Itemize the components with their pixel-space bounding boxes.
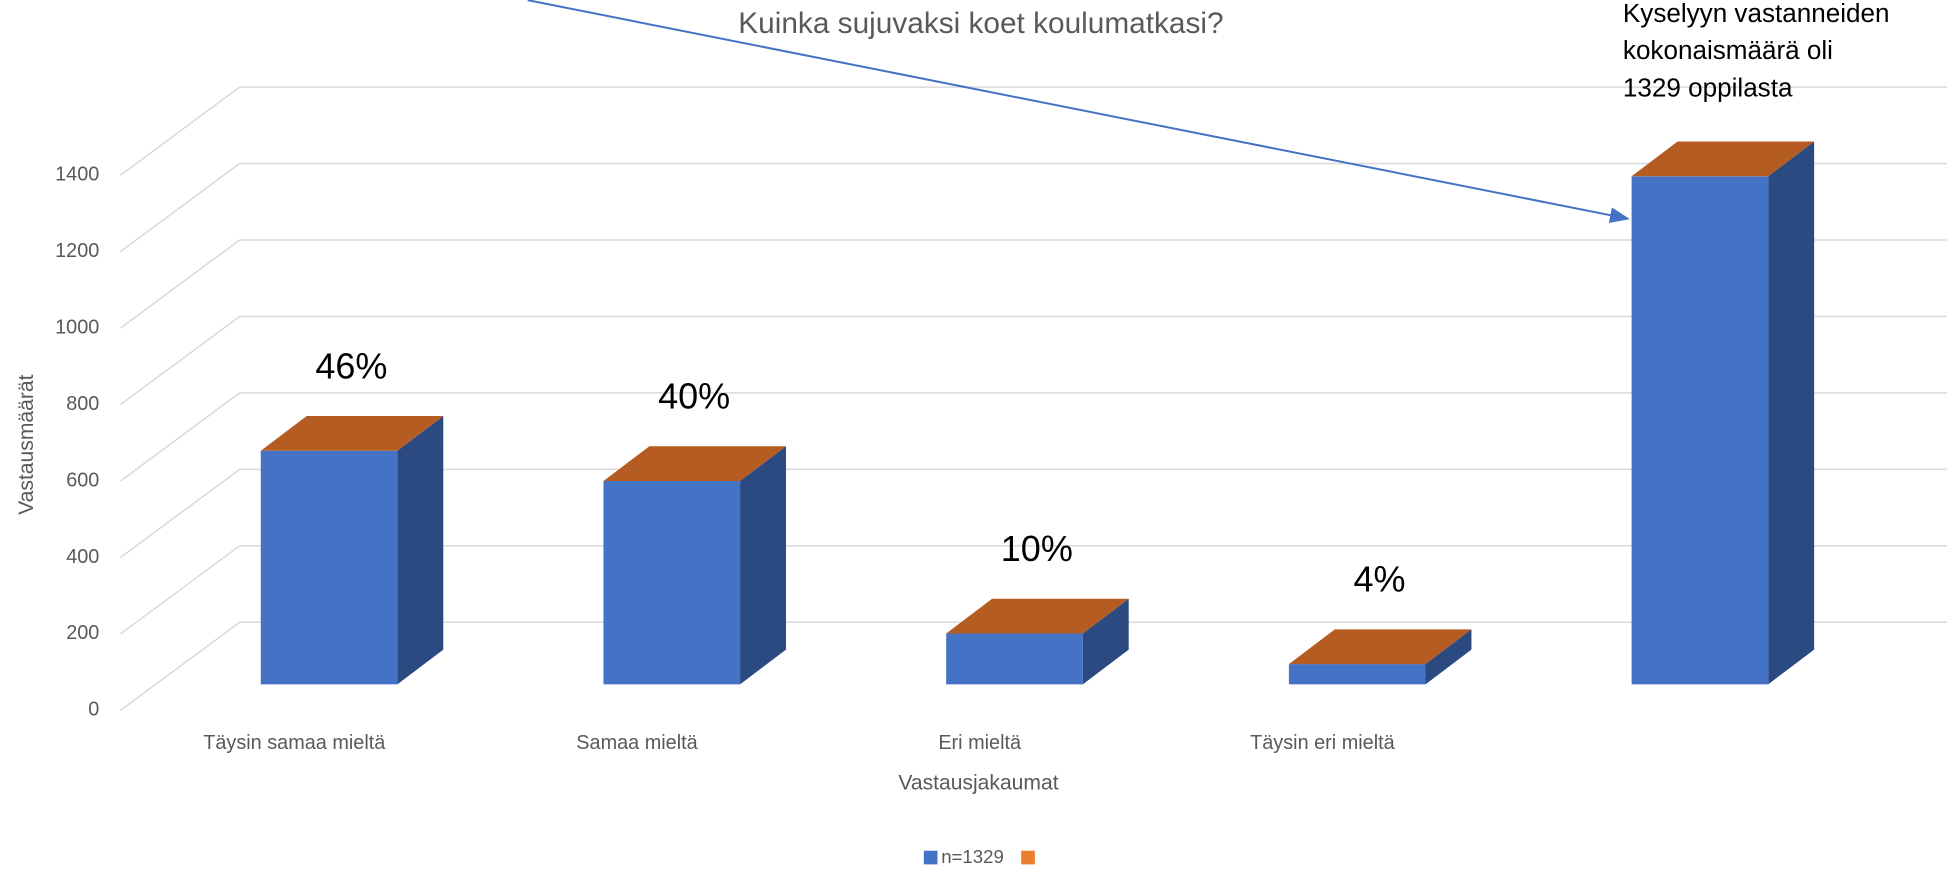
grid-line	[120, 392, 241, 482]
y-tick-label: 1000	[55, 316, 99, 338]
bar-side	[740, 446, 787, 685]
bar	[260, 450, 398, 685]
bar	[603, 480, 741, 685]
y-tick-label: 800	[66, 393, 99, 415]
bar-side	[1082, 598, 1129, 685]
bar-side	[1768, 141, 1815, 685]
annotation: kokonaismäärä oli	[1623, 35, 1833, 65]
annotation: Kyselyyn vastanneiden	[1623, 0, 1890, 28]
x-tick-label: Samaa mieltä	[576, 732, 698, 754]
legend-swatch	[923, 850, 938, 865]
chart-title: Kuinka sujuvaksi koet koulumatkasi?	[738, 7, 1223, 40]
data-label: 10%	[1001, 528, 1073, 569]
bar-top	[1288, 629, 1472, 665]
bar-top	[260, 416, 444, 451]
y-tick-label: 200	[66, 622, 99, 644]
grid-line	[120, 468, 241, 559]
annotation: 1329 oppilasta	[1623, 72, 1793, 102]
bar-top	[1631, 141, 1815, 177]
y-tick-label: 600	[66, 469, 99, 491]
x-tick-label: Täysin eri mieltä	[1250, 732, 1396, 754]
y-tick-label: 400	[66, 546, 99, 568]
grid-line	[120, 545, 241, 635]
bar	[1631, 176, 1769, 685]
grid-line	[120, 162, 241, 253]
y-tick-label: 0	[88, 699, 99, 721]
bar-side	[397, 416, 444, 685]
bar-top	[603, 446, 787, 481]
data-label: 46%	[315, 345, 387, 386]
x-tick-label: Täysin samaa mieltä	[203, 732, 386, 754]
bar	[1288, 664, 1426, 685]
x-axis-title: Vastausjakaumat	[898, 771, 1058, 794]
grid-line	[120, 239, 241, 329]
annotation-arrow	[527, 0, 1630, 224]
legend-swatch	[1021, 850, 1035, 865]
y-tick-label: 1400	[55, 163, 99, 185]
grid-line	[120, 621, 241, 712]
bar-top	[946, 598, 1129, 634]
data-label: 4%	[1354, 559, 1406, 600]
data-label: 40%	[658, 376, 730, 417]
y-axis-title: Vastausmäärät	[15, 374, 38, 514]
y-tick-label: 1200	[55, 240, 99, 262]
x-tick-label: Eri mieltä	[938, 732, 1022, 754]
bar-side	[1425, 629, 1472, 685]
bar	[946, 633, 1083, 685]
legend-label: n=1329	[941, 846, 1004, 867]
grid-line	[120, 86, 241, 176]
grid-line	[120, 315, 241, 406]
